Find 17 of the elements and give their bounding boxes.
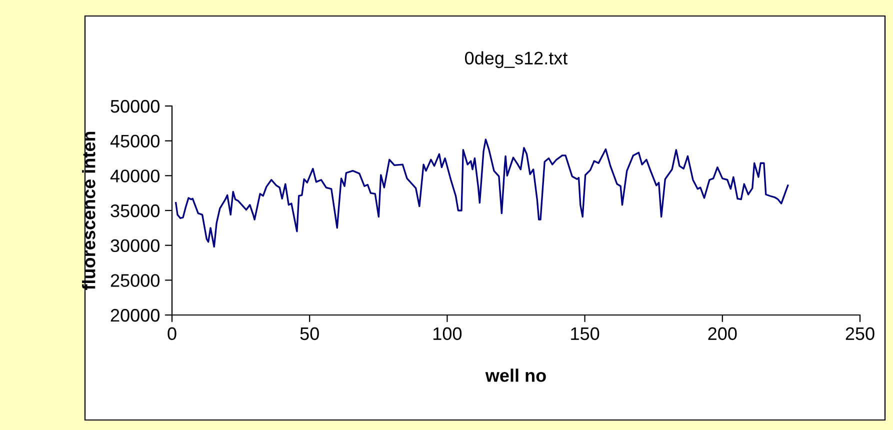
x-axis-title: well no [485, 368, 546, 382]
line-series [175, 138, 789, 248]
y-tick-label: 45000 [110, 134, 160, 148]
x-tick-label: 0 [168, 327, 176, 340]
y-tick-label: 50000 [110, 100, 160, 113]
y-tick-label: 40000 [110, 170, 160, 182]
y-tick-label: 35000 [110, 204, 160, 218]
x-tick-label: 100 [434, 327, 462, 340]
y-tick-label: 20000 [110, 308, 160, 322]
x-tick-label: 200 [708, 327, 737, 340]
chart-title: 0deg_s12.txt [465, 51, 568, 68]
x-tick-label: 50 [300, 327, 319, 340]
x-tick-label: 150 [571, 327, 600, 340]
y-axis-title: fluorescence inten [82, 132, 96, 290]
y-tick-label: 30000 [110, 239, 160, 252]
y-tick-label: 25000 [110, 274, 160, 287]
x-tick-label: 250 [846, 327, 874, 340]
